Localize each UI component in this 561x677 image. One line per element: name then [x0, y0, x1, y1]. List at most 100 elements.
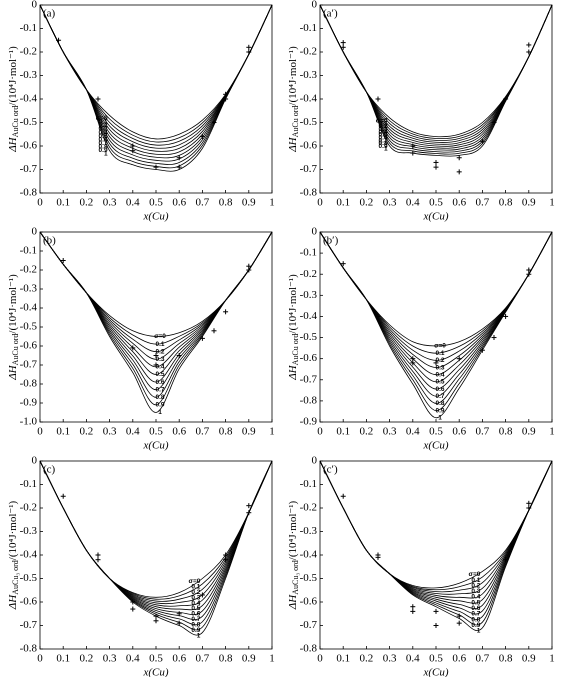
data-point [153, 613, 159, 619]
x-tick-label: 0.3 [103, 197, 117, 209]
x-tick-label: 0.4 [126, 653, 140, 665]
x-tick-label: 0.3 [383, 426, 397, 438]
x-tick-label: 0.8 [499, 426, 513, 438]
y-tick-label: -0.9 [20, 397, 38, 409]
x-tick-label: 0.5 [149, 426, 163, 438]
x-tick-label: 0.4 [406, 426, 420, 438]
curve-label: 0.4 [155, 364, 164, 371]
y-tick-label: -0.5 [20, 321, 38, 333]
data-point [456, 620, 462, 626]
data-point [223, 96, 229, 102]
y-axis-symbol: ΔH [287, 136, 299, 152]
data-point [456, 613, 462, 619]
data-point [153, 353, 159, 358]
x-tick-label: 0.9 [242, 653, 256, 665]
y-tick-label: 0 [312, 226, 318, 238]
curve [319, 460, 553, 593]
curve-label: 0.4 [435, 371, 444, 378]
x-axis-label: x(Cu) [142, 440, 168, 452]
y-tick-label: -0.1 [20, 478, 37, 490]
x-tick-label: 0.9 [242, 197, 256, 209]
curve-label: 0.4 [191, 600, 200, 607]
panel: 0 0.1 0.2 0.3 0.4 0.5 0.6 0.7 0.8 0.9 10-0.1-0.2-0… [287, 0, 555, 223]
data-point [176, 164, 182, 170]
data-point [410, 143, 416, 149]
panel: 0 0.1 0.2 0.3 0.4 0.5 0.6 0.7 0.8 0.9 10-0.1-0.2-0… [7, 455, 275, 677]
data-point [153, 618, 159, 624]
data-point [176, 353, 182, 358]
curve [39, 460, 273, 636]
y-tick-label: -0.5 [300, 116, 318, 128]
curve-label: 0.1 [435, 350, 444, 357]
y-axis-subscript: AuCu ord [291, 106, 300, 138]
y-tick-label: -0.2 [20, 264, 37, 276]
curve-label: 0.8 [379, 140, 388, 147]
y-tick-label: -0.3 [300, 69, 318, 81]
data-point [410, 608, 416, 614]
y-tick-label: -0.8 [20, 643, 38, 655]
data-point [375, 96, 381, 102]
data-point [503, 557, 509, 563]
y-tick-label: -0.4 [20, 549, 38, 561]
y-axis-unit: /(10⁴J·mol⁻¹) [7, 274, 19, 334]
curve-label: σ=0 [469, 571, 481, 578]
data-point [211, 328, 217, 334]
y-axis-unit: /(10⁴J·mol⁻¹) [7, 500, 19, 560]
curve-label: σ=0 [189, 578, 201, 585]
y-axis-label: ΔHAuCu ord/(10⁴J·mol⁻¹) [287, 274, 300, 381]
data-point [526, 271, 532, 277]
x-tick-label: 0 [317, 653, 323, 665]
curve-label: 0.8 [155, 394, 164, 401]
y-axis-subscript: AuCu ord [11, 334, 20, 366]
data-point [456, 169, 462, 175]
curve-label: 0.5 [155, 371, 164, 378]
curve-label: 1 [477, 628, 481, 635]
data-point [130, 143, 136, 149]
y-tick-label: -0.3 [300, 525, 318, 537]
curve [39, 4, 273, 169]
data-point [246, 49, 252, 55]
y-tick-label: -0.4 [300, 93, 318, 105]
y-tick-label: -0.3 [20, 69, 38, 81]
curve-label: 0.2 [471, 582, 480, 589]
curve [319, 4, 553, 157]
data-point [199, 134, 205, 140]
panel-label: (a′) [323, 8, 338, 20]
y-axis-unit: /(10⁴J·mol⁻¹) [287, 274, 299, 334]
curve-label: 0.5 [379, 132, 388, 139]
y-tick-label: -0.7 [300, 619, 318, 631]
curve [39, 460, 273, 602]
x-tick-label: 0.5 [429, 426, 443, 438]
y-axis-subscript: AuCu₃ ord [291, 560, 300, 595]
data-point [491, 335, 497, 341]
data-point [95, 305, 101, 311]
y-tick-label: -0.4 [300, 310, 318, 322]
x-tick-label: 0.2 [80, 197, 94, 209]
data-point [60, 258, 66, 263]
curve-label: 0.7 [471, 611, 480, 618]
x-tick-label: 0.7 [196, 653, 210, 665]
curve-label: 1 [158, 409, 162, 416]
curve-label: 0.9 [471, 622, 480, 629]
curve-label: 0.8 [99, 143, 108, 150]
curve [39, 4, 273, 162]
x-axis-label: x(Cu) [422, 667, 448, 677]
curve-label: 0.7 [99, 140, 108, 147]
x-tick-label: 0.3 [383, 197, 397, 209]
curve [39, 4, 273, 143]
panel: 0 0.1 0.2 0.3 0.4 0.5 0.6 0.7 0.8 0.9 10-0.1-0.2-0… [7, 226, 275, 452]
curve [319, 4, 553, 145]
y-tick-label: -0.6 [300, 140, 318, 152]
x-tick-label: 0.9 [242, 426, 256, 438]
x-tick-label: 0.9 [522, 197, 536, 209]
data-point [60, 493, 66, 499]
curve-label: 0.7 [435, 393, 444, 400]
x-tick-label: 1 [549, 426, 555, 438]
x-axis-label: x(Cu) [142, 667, 168, 677]
x-tick-label: 0.1 [56, 653, 70, 665]
y-tick-label: -0.5 [20, 572, 38, 584]
y-tick-label: -0.8 [300, 643, 318, 655]
x-tick-label: 0.5 [149, 653, 163, 665]
data-point [176, 155, 182, 161]
